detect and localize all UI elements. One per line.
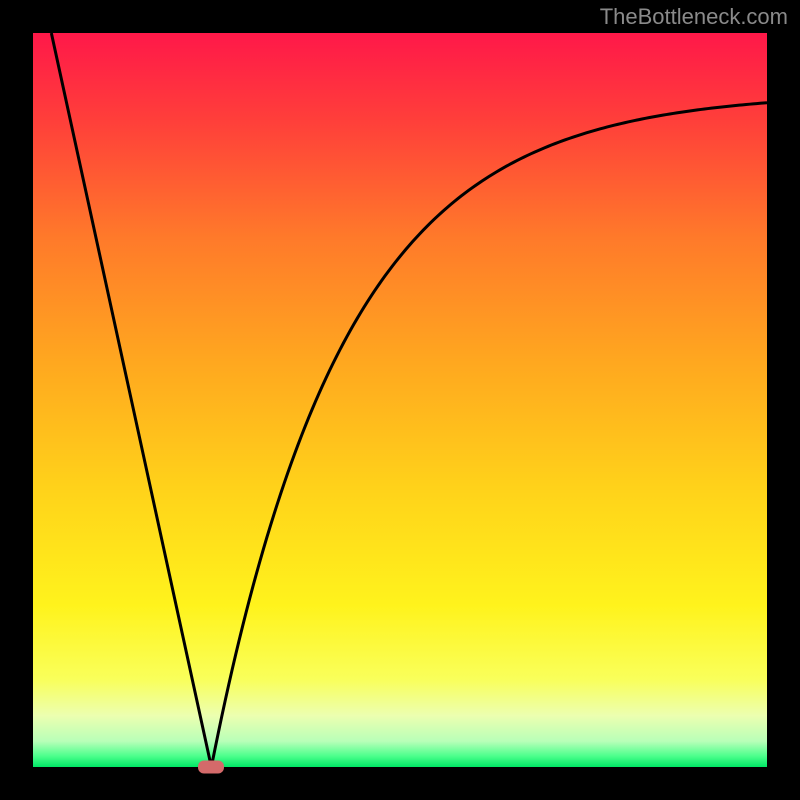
watermark-text: TheBottleneck.com: [600, 4, 788, 30]
optimum-marker: [198, 761, 224, 774]
plot-area: [33, 33, 767, 767]
bottleneck-curve: [33, 33, 767, 767]
